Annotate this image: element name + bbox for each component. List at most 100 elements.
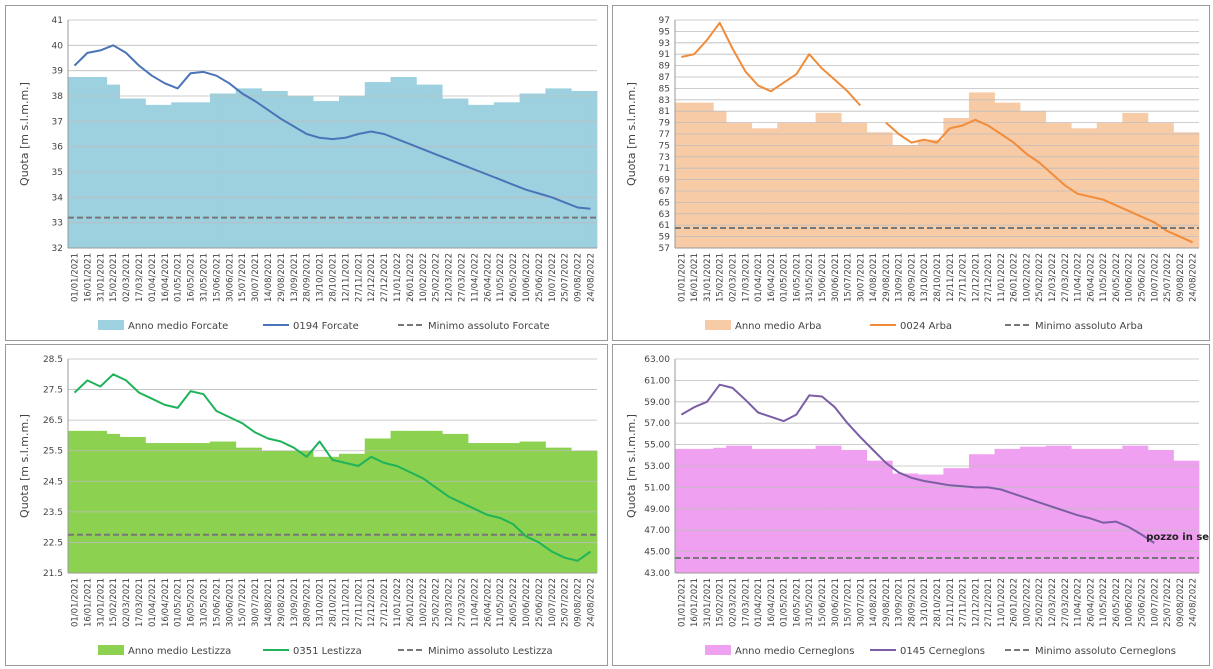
y-tick-label: 61.00 [644,376,670,386]
area-step [338,453,353,573]
x-tick-label: 01/04/2021 [148,253,158,302]
area-step [790,122,804,248]
x-tick-label: 27/03/2022 [458,253,468,302]
x-tick-label: 11/01/2022 [393,253,403,302]
y-tick-label: 23.5 [43,508,63,518]
x-tick-label: 15/07/2021 [844,578,854,627]
y-tick-label: 87 [659,73,670,83]
x-tick-label: 01/05/2021 [780,578,790,627]
x-tick-label: 27/11/2021 [354,578,364,627]
area-step [943,118,957,248]
area-step [1186,132,1200,248]
area-step [184,102,198,248]
x-tick-label: 28/10/2021 [329,253,339,302]
chart-panel: 43.00 45.00 47.00 49.00 51.00 53.00 55.00 57.00… [612,344,1210,666]
x-tick-label: 27/12/2021 [984,578,994,627]
x-tick-label: 01/04/2021 [148,578,158,627]
y-axis-label: Quota [m s.l.m.m.] [18,82,31,186]
y-tick-label: 28.5 [43,355,63,365]
x-tick-label: 16/04/2021 [767,578,777,627]
x-tick-label: 01/01/2021 [70,253,80,302]
y-tick-label: 53.00 [644,462,670,472]
y-tick-label: 24.5 [43,477,63,487]
area-step [713,447,727,573]
x-tick-label: 29/08/2021 [277,578,287,627]
area-step [764,448,778,573]
x-tick-label: 12/03/2022 [1048,578,1058,627]
area-step [455,98,469,249]
x-tick-label: 25/02/2022 [432,578,442,627]
area-step [248,447,262,573]
area-step [1135,445,1149,573]
area-step [675,102,689,249]
x-tick-label: 26/01/2022 [1010,253,1020,302]
y-tick-label: 75 [659,141,670,151]
x-tick-label: 25/06/2022 [535,578,545,627]
x-tick-label: 28/09/2021 [907,578,917,627]
x-tick-label: 10/07/2022 [1150,578,1160,627]
data-line [680,383,1155,544]
area-step [828,445,842,573]
area-step [905,145,919,248]
x-tick-label: 14/08/2021 [869,253,879,302]
area-step [132,98,146,249]
area-step [1083,448,1098,573]
y-tick-label: 69 [659,176,671,186]
x-tick-label: 25/02/2022 [432,253,442,302]
area-step [222,93,237,248]
area-step [866,132,880,248]
area-step [687,102,701,249]
area-step [994,102,1008,249]
x-tick-label: 13/10/2021 [920,578,930,627]
area-step [106,433,121,573]
x-tick-label: 16/05/2021 [792,253,802,302]
area-step [879,460,893,573]
x-tick-label: 15/06/2021 [818,253,828,302]
x-tick-label: 12/03/2022 [445,253,455,302]
area-step [1096,122,1110,248]
x-tick-label: 30/07/2021 [251,578,261,627]
data-line [73,44,591,210]
area-step [261,90,275,248]
area-step [313,456,327,573]
x-tick-label: 10/07/2022 [548,578,558,627]
y-tick-label: 27.5 [43,386,63,396]
x-tick-label: 29/08/2021 [882,578,892,627]
area-step [1096,448,1110,573]
area-step [1186,460,1200,573]
area-step [930,474,944,573]
x-tick-label: 10/06/2022 [522,578,532,627]
area-step [726,122,740,248]
area-step [700,448,714,573]
area-step [145,104,159,248]
x-tick-label: 30/06/2021 [225,253,235,302]
data-line [73,373,592,562]
area-step [106,84,121,248]
y-tick-label: 32 [52,244,63,254]
x-tick-label: 02/03/2021 [729,578,739,627]
area-step [506,443,520,573]
x-tick-label: 28/09/2021 [303,578,313,627]
y-tick-label: 65 [659,198,670,208]
x-tick-label: 26/05/2022 [509,578,519,627]
area-step [493,443,508,573]
x-tick-label: 09/08/2022 [1176,578,1186,627]
area-step [751,448,765,573]
x-tick-label: 16/04/2021 [161,253,171,302]
y-tick-label: 49.00 [644,505,670,515]
x-tick-label: 11/04/2022 [1074,578,1084,627]
area-step [429,84,443,248]
x-tick-label: 31/05/2021 [199,578,209,627]
area-step [442,98,456,249]
x-tick-label: 01/01/2021 [677,253,687,302]
area-step [1083,128,1098,248]
x-tick-label: 25/07/2022 [561,578,571,627]
area-step [80,77,95,248]
area-step [1032,446,1047,573]
x-tick-label: 29/08/2021 [277,253,287,302]
x-tick-label: 30/06/2021 [831,253,841,302]
area-step [841,122,855,248]
x-tick-label: 25/02/2022 [1035,578,1045,627]
x-tick-label: 12/11/2021 [341,578,351,627]
